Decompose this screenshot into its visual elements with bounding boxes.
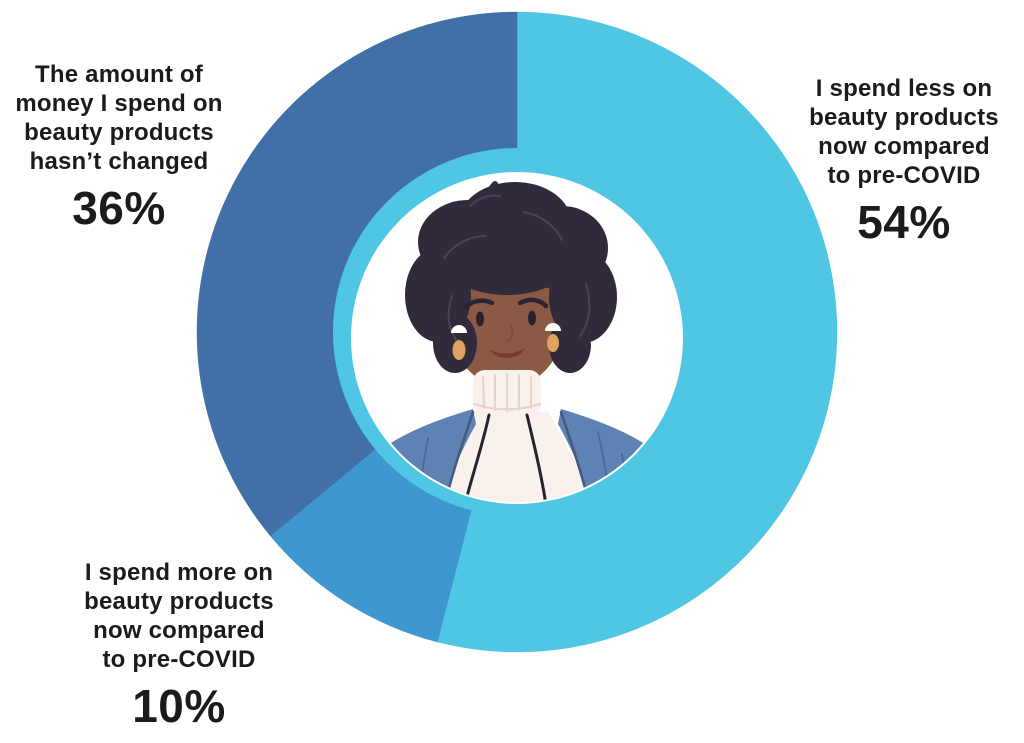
callout-less: I spend less on beauty products now comp…	[790, 74, 1018, 249]
avatar-earrings	[451, 323, 561, 360]
callout-unchanged: The amount of money I spend on beauty pr…	[6, 60, 232, 235]
avatar-eye-left	[476, 311, 484, 327]
avatar-eyebrow-left	[463, 298, 495, 310]
segment-label-less: I spend less on beauty products now comp…	[809, 75, 999, 190]
avatar-collar-edge	[473, 403, 541, 411]
segment-label-unchanged: The amount of money I spend on beauty pr…	[15, 61, 223, 176]
avatar-collar-rib	[482, 376, 485, 409]
segment-label-more: I spend more on beauty products now comp…	[84, 559, 274, 674]
callout-more: I spend more on beauty products now comp…	[50, 558, 308, 733]
avatar-nose	[506, 323, 514, 343]
avatar-eye-right	[528, 310, 536, 326]
segment-value-more: 10%	[132, 680, 226, 733]
segment-value-unchanged: 36%	[72, 182, 166, 235]
avatar-hair	[405, 181, 617, 373]
segment-value-less: 54%	[857, 196, 951, 249]
avatar-eyebrow-right	[517, 297, 549, 309]
avatar-face	[451, 265, 563, 387]
avatar-lanyard-left	[461, 413, 491, 502]
donut-segments	[196, 11, 838, 653]
avatar-lanyard-right	[525, 413, 549, 502]
avatar-mouth	[489, 348, 525, 358]
